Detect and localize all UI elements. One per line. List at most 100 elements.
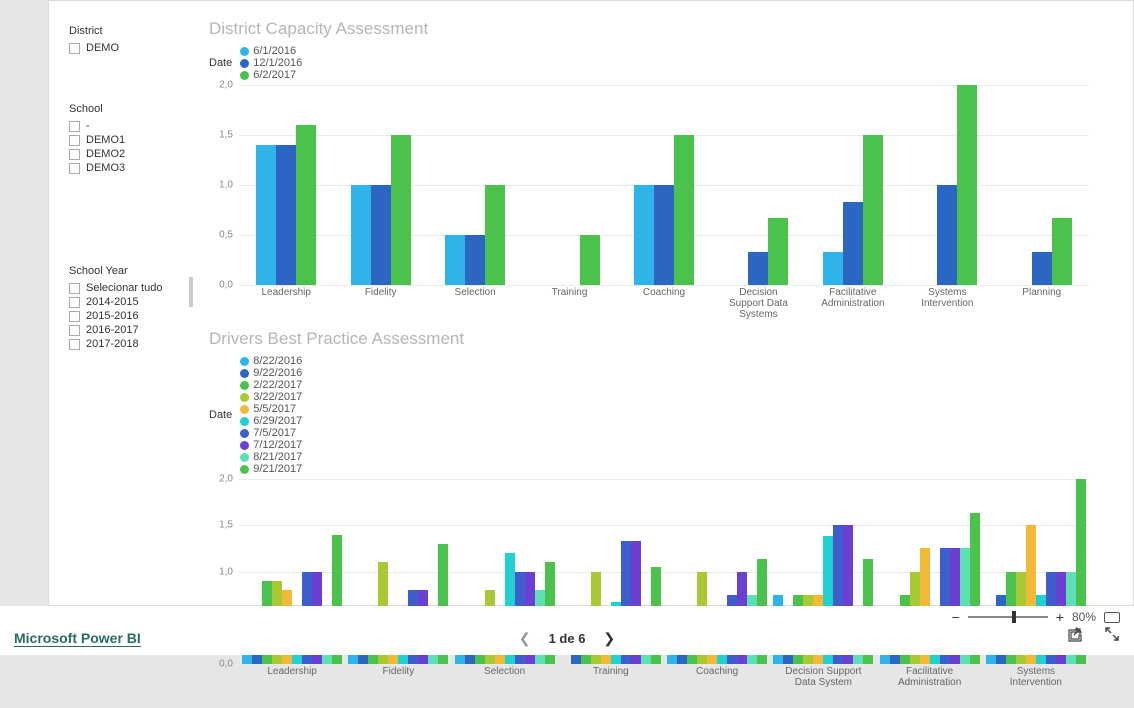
checkbox-icon[interactable] (69, 149, 80, 160)
y-axis-tick: 2,0 (219, 474, 233, 485)
slicer-item-label: DEMO2 (86, 148, 125, 160)
legend-item[interactable]: 6/2/2017 (240, 69, 302, 81)
legend-item[interactable]: 8/21/2017 (240, 451, 302, 463)
chart-plot: 0,00,51,01,52,0LeadershipFidelitySelecti… (209, 85, 1089, 315)
bar[interactable] (957, 85, 977, 285)
zoom-slider-thumb[interactable] (1012, 611, 1016, 623)
bar[interactable] (768, 218, 788, 285)
x-axis-label: Training (522, 287, 616, 298)
bar-group (1012, 218, 1072, 285)
legend-item[interactable]: 6/1/2016 (240, 45, 302, 57)
bar[interactable] (1052, 218, 1072, 285)
checkbox-icon[interactable] (69, 283, 80, 294)
bar[interactable] (634, 185, 654, 285)
bar[interactable] (276, 145, 296, 285)
bar-group (728, 218, 788, 285)
slicer-district: District DEMO (69, 25, 189, 55)
x-axis-label: Leadership (239, 287, 333, 298)
slicer-item[interactable]: 2014-2015 (69, 295, 189, 309)
x-axis-label: FacilitativeAdministration (806, 287, 900, 309)
legend-item[interactable]: 6/29/2017 (240, 415, 302, 427)
slicer-panel: District DEMO School -DEMO1DEMO2DEMO3 Sc… (69, 25, 189, 383)
x-axis-label: Decision SupportData System (770, 666, 876, 688)
fit-to-page-button[interactable] (1104, 612, 1120, 623)
bar[interactable] (823, 252, 843, 285)
legend-item-label: 6/1/2016 (253, 45, 296, 57)
slicer-item-label: 2014-2015 (86, 296, 139, 308)
slicer-item-label: 2015-2016 (86, 310, 139, 322)
legend-item-label: 5/5/2017 (253, 403, 296, 415)
share-icon[interactable] (1066, 626, 1082, 647)
slicer-item[interactable]: DEMO1 (69, 133, 189, 147)
y-axis-tick: 1,0 (219, 180, 233, 191)
bar[interactable] (843, 202, 863, 285)
slicer-scrollbar[interactable] (189, 277, 193, 307)
next-page-button[interactable]: ❯ (603, 630, 615, 647)
powerbi-brand-link[interactable]: Microsoft Power BI (14, 630, 141, 647)
bar[interactable] (371, 185, 391, 285)
legend-axis-label: Date (209, 409, 232, 421)
bar[interactable] (391, 135, 411, 285)
bar[interactable] (351, 185, 371, 285)
legend-item[interactable]: 8/22/2016 (240, 355, 302, 367)
bar[interactable] (674, 135, 694, 285)
bar[interactable] (256, 145, 276, 285)
chart-title: District Capacity Assessment (209, 19, 1119, 39)
checkbox-icon[interactable] (69, 43, 80, 54)
prev-page-button[interactable]: ❮ (519, 630, 531, 647)
slicer-item[interactable]: 2016-2017 (69, 323, 189, 337)
checkbox-icon[interactable] (69, 325, 80, 336)
legend-item[interactable]: 3/22/2017 (240, 391, 302, 403)
zoom-out-button[interactable]: − (952, 609, 960, 625)
bar[interactable] (445, 235, 465, 285)
legend-item[interactable]: 9/21/2017 (240, 463, 302, 475)
slicer-item[interactable]: - (69, 119, 189, 133)
slicer-item-label: - (86, 120, 90, 132)
checkbox-icon[interactable] (69, 311, 80, 322)
bar-group (256, 125, 316, 285)
zoom-slider[interactable] (968, 616, 1048, 618)
legend-item[interactable]: 2/22/2017 (240, 379, 302, 391)
legend-item-label: 3/22/2017 (253, 391, 302, 403)
zoom-control: − + 80% (952, 609, 1120, 625)
slicer-item[interactable]: DEMO3 (69, 161, 189, 175)
x-axis-label: Planning (995, 287, 1089, 298)
legend-item-label: 6/29/2017 (253, 415, 302, 427)
slicer-item[interactable]: Selecionar tudo (69, 281, 189, 295)
legend-item-label: 6/2/2017 (253, 69, 296, 81)
legend-item[interactable]: 9/22/2016 (240, 367, 302, 379)
slicer-item-label: Selecionar tudo (86, 282, 162, 294)
slicer-item[interactable]: DEMO2 (69, 147, 189, 161)
bar[interactable] (654, 185, 674, 285)
zoom-in-button[interactable]: + (1056, 609, 1064, 625)
legend-swatch-icon (240, 357, 249, 366)
slicer-item[interactable]: 2017-2018 (69, 337, 189, 351)
legend-item[interactable]: 12/1/2016 (240, 57, 302, 69)
legend-swatch-icon (240, 465, 249, 474)
checkbox-icon[interactable] (69, 163, 80, 174)
checkbox-icon[interactable] (69, 297, 80, 308)
legend-item[interactable]: 5/5/2017 (240, 403, 302, 415)
bar[interactable] (296, 125, 316, 285)
legend-swatch-icon (240, 429, 249, 438)
bar[interactable] (1032, 252, 1052, 285)
checkbox-icon[interactable] (69, 135, 80, 146)
slicer-item[interactable]: DEMO (69, 41, 189, 55)
bar[interactable] (580, 235, 600, 285)
slicer-school-year: School Year Selecionar tudo2014-20152015… (69, 265, 189, 351)
legend-item[interactable]: 7/12/2017 (240, 439, 302, 451)
x-axis-label: Selection (428, 287, 522, 298)
legend-item[interactable]: 7/5/2017 (240, 427, 302, 439)
bar[interactable] (937, 185, 957, 285)
bar[interactable] (748, 252, 768, 285)
bar[interactable] (465, 235, 485, 285)
checkbox-icon[interactable] (69, 121, 80, 132)
legend-item-label: 8/21/2017 (253, 451, 302, 463)
bar[interactable] (485, 185, 505, 285)
legend-item-label: 9/22/2016 (253, 367, 302, 379)
bar[interactable] (863, 135, 883, 285)
slicer-item[interactable]: 2015-2016 (69, 309, 189, 323)
fullscreen-icon[interactable] (1104, 626, 1120, 647)
checkbox-icon[interactable] (69, 339, 80, 350)
y-axis-tick: 0,0 (219, 659, 233, 670)
